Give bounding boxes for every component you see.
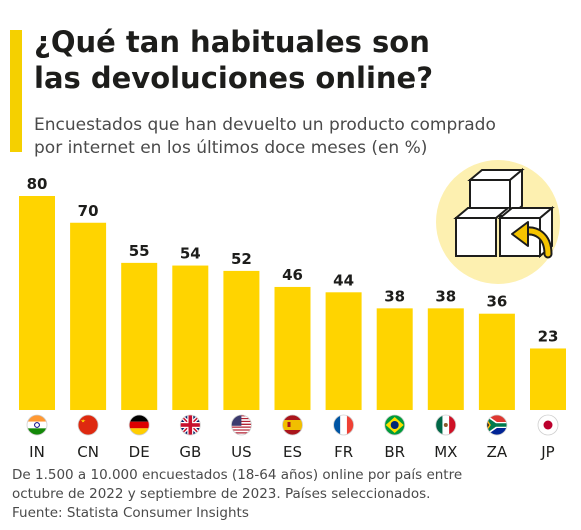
bar-gb [172,265,209,410]
bar-fr [325,292,362,410]
data-label-de: 55 [129,242,150,260]
category-label-de: DE [129,443,150,461]
flag-de-icon [128,414,150,436]
category-label-br: BR [384,443,405,461]
source-note: Fuente: Statista Consumer Insights [12,505,249,521]
data-label-mx: 38 [435,287,456,305]
data-label-es: 46 [282,266,303,284]
category-label-cn: CN [77,443,99,461]
bar-us [223,270,260,410]
chart-title: ¿Qué tan habituales son las devoluciones… [34,24,464,96]
data-label-in: 80 [27,175,48,193]
bar-za [478,313,515,410]
category-label-za: ZA [487,443,508,461]
bar-mx [427,308,464,410]
flag-us-icon [230,414,252,436]
title-line-1: ¿Qué tan habituales son [34,25,430,59]
category-label-jp: JP [540,443,554,461]
subtitle-line-1: Encuestados que han devuelto un producto… [34,115,496,135]
subtitle-line-2: por internet en los últimos doce meses (… [34,138,428,158]
chart-subtitle: Encuestados que han devuelto un producto… [34,114,554,160]
bar-in [19,196,55,410]
data-label-fr: 44 [333,271,354,289]
title-line-2: las devoluciones online? [34,61,434,95]
category-label-es: ES [283,443,302,461]
data-label-br: 38 [384,287,405,305]
flag-za-icon [486,414,508,436]
bar-br [376,308,413,410]
bar-de [121,262,158,410]
data-label-us: 52 [231,250,252,268]
flag-cn-icon [77,414,99,436]
footnote-line-1: De 1.500 a 10.000 encuestados (18-64 año… [12,467,463,483]
bar-cn [70,222,107,410]
bar-jp [530,348,566,410]
data-label-za: 36 [486,293,507,311]
boxes-return-arrow-icon [436,160,560,284]
data-label-gb: 54 [180,245,201,263]
flag-es-icon [282,414,303,436]
category-label-gb: GB [179,443,201,461]
flag-fr-icon [333,414,355,436]
flag-gb-icon [179,414,201,436]
flag-in-icon [26,414,48,436]
category-label-us: US [231,443,252,461]
flag-mx-icon [435,414,457,436]
bar-es [274,286,311,410]
category-label-mx: MX [434,443,457,461]
chart-footer: De 1.500 a 10.000 encuestados (18-64 año… [12,466,572,523]
data-label-cn: 70 [78,202,99,220]
flag-br-icon [384,414,406,436]
flag-jp-icon [537,414,559,436]
data-label-jp: 23 [538,327,559,345]
category-label-in: IN [29,443,45,461]
footnote-line-2: octubre de 2022 y septiembre de 2023. Pa… [12,486,431,502]
title-accent-bar [10,30,22,152]
category-label-fr: FR [334,443,353,461]
